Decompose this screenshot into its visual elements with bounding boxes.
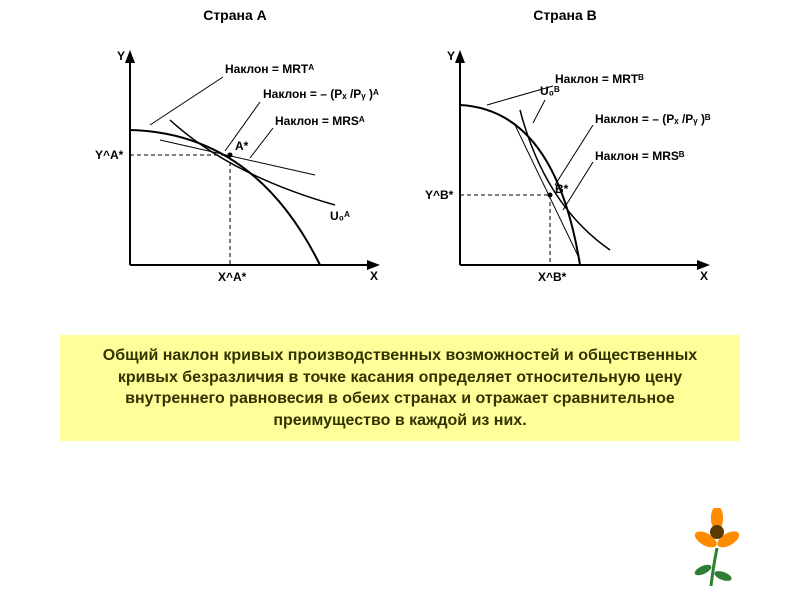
chart-a-indifference	[170, 120, 335, 205]
chart-country-a: Страна А Y X A* Y^A* X^A	[75, 25, 395, 305]
chart-a-title: Страна А	[75, 7, 395, 23]
chart-b-annot-mrt-text: Наклон = MRTᴮ	[555, 72, 644, 86]
chart-b-tangent	[515, 125, 580, 260]
chart-b-point	[548, 193, 553, 198]
chart-b-svg: Y X B* Y^B* X^B* U₀ᴮ Наклон = MRTᴮ	[405, 25, 725, 305]
chart-b-u-leader	[533, 100, 545, 123]
chart-b-point-label: B*	[555, 182, 569, 196]
chart-a-axes	[125, 50, 380, 270]
chart-a-ylabel: Y	[117, 49, 125, 63]
chart-a-annot-mrt-text: Наклон = MRTᴬ	[225, 62, 314, 76]
chart-b-annot-mrs-text: Наклон = MRSᴮ	[595, 149, 685, 163]
chart-a-annot-mrs-text: Наклон = MRSᴬ	[275, 114, 365, 128]
chart-a-svg: Y X A* Y^A* X^A* U₀ᴬ Наклон = MRTᴬ	[75, 25, 395, 305]
chart-b-annot-price-text: Наклон = – (Pₓ /Pᵧ )ᴮ	[595, 112, 711, 126]
chart-b-ylabel: Y	[447, 49, 455, 63]
chart-a-xstar: X^A*	[218, 270, 247, 284]
chart-b-annot-mrt: Наклон = MRTᴮ	[487, 72, 644, 105]
chart-a-ystar: Y^A*	[95, 148, 124, 162]
chart-a-u-label: U₀ᴬ	[330, 209, 350, 223]
chart-a-point-label: A*	[235, 139, 249, 153]
chart-b-annot-mrs: Наклон = MRSᴮ	[563, 149, 685, 210]
chart-b-xstar: X^B*	[538, 270, 567, 284]
chart-a-xlabel: X	[370, 269, 378, 283]
chart-b-title: Страна В	[405, 7, 725, 23]
flower-icon	[689, 508, 745, 588]
chart-a-annot-mrs: Наклон = MRSᴬ	[250, 114, 365, 158]
chart-a-point	[228, 153, 233, 158]
chart-country-b: Страна В Y X B* Y^B* X^B*	[405, 25, 725, 305]
chart-b-ystar: Y^B*	[425, 188, 454, 202]
chart-b-xlabel: X	[700, 269, 708, 283]
charts-row: Страна А Y X A* Y^A* X^A	[0, 0, 800, 305]
chart-a-annot-price-text: Наклон = – (Pₓ /Pᵧ )ᴬ	[263, 87, 379, 101]
caption-text: Общий наклон кривых производственных воз…	[60, 335, 740, 441]
chart-b-u-label: U₀ᴮ	[540, 84, 560, 98]
